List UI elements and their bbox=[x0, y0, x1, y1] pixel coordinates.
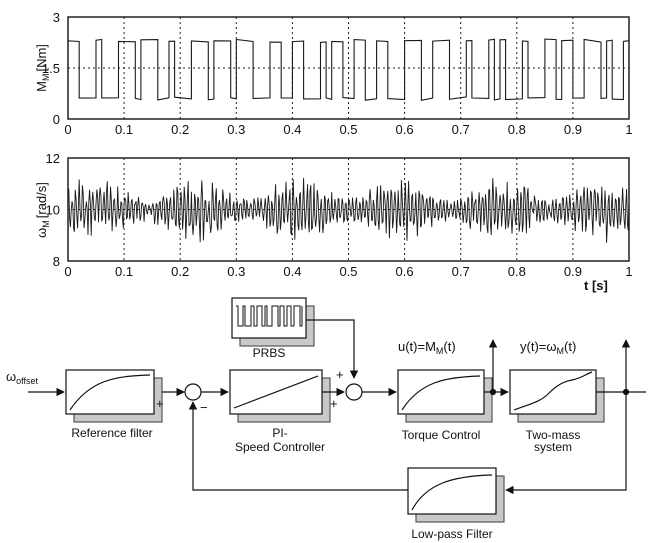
low-pass-label: Low-pass Filter bbox=[411, 527, 492, 541]
torque-control-label: Torque Control bbox=[402, 428, 481, 442]
x-tick-label: 1 bbox=[625, 122, 632, 137]
speed-series-line bbox=[67, 177, 630, 243]
x-tick-label: 0.2 bbox=[171, 122, 189, 137]
x-tick-label: 0.5 bbox=[339, 264, 357, 279]
sum2-plus-sign-top: + bbox=[336, 367, 344, 382]
prbs-waveform bbox=[236, 305, 303, 327]
reference-filter-box bbox=[65, 369, 155, 415]
feedback-to-sum1-arrow bbox=[188, 401, 408, 491]
low-pass-filter-block: Low-pass Filter bbox=[407, 467, 505, 541]
x-tick-label: 0.7 bbox=[452, 264, 470, 279]
sum1-plus-sign: + bbox=[156, 396, 164, 411]
sum-junction-2 bbox=[345, 383, 363, 401]
speed-chart: 0 0.1 0.2 0.3 0.4 0.5 0.6 0.7 0.8 0.9 1 8 10 12 ωM[ra… bbox=[34, 151, 633, 293]
prbs-block: PRBS bbox=[231, 297, 315, 360]
y-tick-label: 10 bbox=[46, 203, 60, 218]
x-tick-label: 0 bbox=[64, 122, 71, 137]
x-tick-label: 0.2 bbox=[171, 264, 189, 279]
prbs-label: PRBS bbox=[253, 346, 286, 360]
prbs-to-sum2-arrow bbox=[306, 319, 359, 379]
pi-controller-block: PI- Speed Controller bbox=[229, 369, 331, 454]
x-tick-label: 0.6 bbox=[396, 122, 414, 137]
y-tick-label: 12 bbox=[46, 151, 60, 166]
pi-label-line1: PI- bbox=[272, 426, 287, 440]
y-tick-label: 8 bbox=[53, 254, 60, 269]
reference-filter-block: Reference filter bbox=[65, 369, 163, 440]
x-tick-label: 0.8 bbox=[508, 122, 526, 137]
x-tick-label: 0.9 bbox=[564, 264, 582, 279]
torque-control-block: Torque Control bbox=[397, 369, 493, 442]
speed-tick-labels: 0 0.1 0.2 0.3 0.4 0.5 0.6 0.7 0.8 0.9 1 8 10 12 bbox=[46, 151, 633, 279]
torque-series-line bbox=[67, 38, 630, 101]
x-tick-label: 0.4 bbox=[283, 264, 301, 279]
torque-control-step-curve bbox=[401, 375, 481, 411]
y-signal-label: y(t)=ωM(t) bbox=[520, 339, 576, 356]
x-tick-label: 0 bbox=[64, 264, 71, 279]
y-tick-label: 1.5 bbox=[42, 61, 60, 76]
x-tick-label: 1 bbox=[625, 264, 632, 279]
block-diagram: ωoffset Reference filter + − PI- Spee bbox=[6, 297, 646, 541]
x-tick-label: 0.6 bbox=[396, 264, 414, 279]
x-tick-label: 0.4 bbox=[283, 122, 301, 137]
speed-x-axis-label: t [s] bbox=[584, 278, 608, 293]
sum-junction-1 bbox=[184, 383, 202, 401]
x-tick-label: 0.8 bbox=[508, 264, 526, 279]
y-tick-label: 0 bbox=[53, 112, 60, 127]
x-tick-label: 0.3 bbox=[227, 264, 245, 279]
two-mass-system-block: Two-mass system bbox=[509, 369, 605, 454]
two-mass-label-line2: system bbox=[534, 440, 572, 454]
y-tick-label: 3 bbox=[53, 10, 60, 25]
x-tick-label: 0.3 bbox=[227, 122, 245, 137]
x-tick-label: 0.5 bbox=[339, 122, 357, 137]
sum1-minus-sign: − bbox=[200, 400, 208, 415]
x-tick-label: 0.7 bbox=[452, 122, 470, 137]
pi-ramp-line bbox=[233, 375, 319, 409]
reference-filter-step-curve bbox=[69, 374, 151, 411]
pi-label-line2: Speed Controller bbox=[235, 440, 325, 454]
torque-chart: 0 0.1 0.2 0.3 0.4 0.5 0.6 0.7 0.8 0.9 1 0 1.5 3 MM[Nm… bbox=[34, 10, 633, 137]
low-pass-step-curve bbox=[411, 474, 493, 511]
x-tick-label: 0.9 bbox=[564, 122, 582, 137]
feedback-to-filter-arrow bbox=[505, 392, 627, 495]
two-mass-response-curve bbox=[513, 371, 593, 411]
two-mass-label-line1: Two-mass bbox=[526, 428, 581, 442]
torque-control-box bbox=[397, 369, 485, 415]
input-label: ωoffset bbox=[6, 369, 39, 386]
torque-tick-labels: 0 0.1 0.2 0.3 0.4 0.5 0.6 0.7 0.8 0.9 1 0 1.5 3 bbox=[42, 10, 633, 137]
sum2-plus-sign-left: + bbox=[330, 396, 338, 411]
reference-filter-label: Reference filter bbox=[71, 426, 152, 440]
x-tick-label: 0.1 bbox=[115, 264, 133, 279]
torque-y-axis-label: MM[Nm] bbox=[34, 44, 51, 92]
x-tick-label: 0.1 bbox=[115, 122, 133, 137]
speed-y-axis-label: ωM[rad/s] bbox=[34, 182, 51, 238]
u-signal-label: u(t)=MM(t) bbox=[398, 339, 456, 356]
